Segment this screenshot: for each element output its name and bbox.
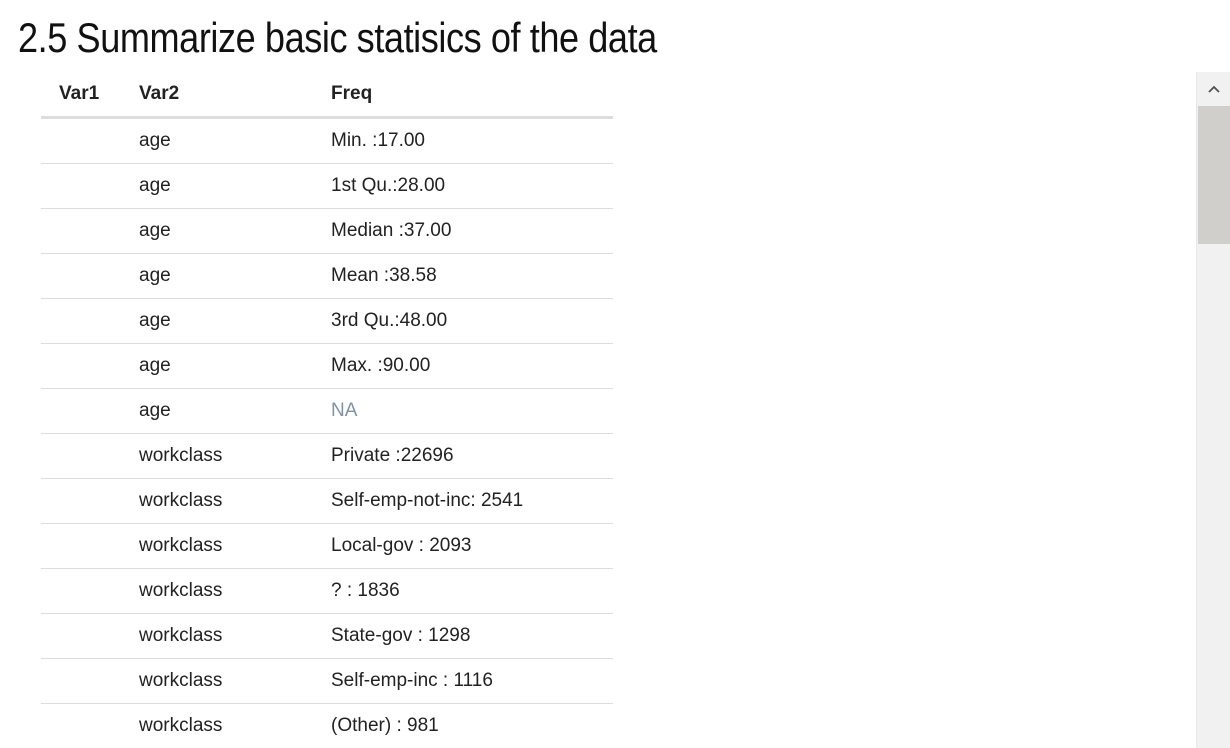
table-body: age Min. :17.00 age 1st Qu.:28.00 age Median … (41, 117, 613, 748)
cell-freq: Private :22696 (331, 433, 613, 479)
cell-var1 (41, 298, 139, 344)
cell-freq: Median :37.00 (331, 208, 613, 254)
cell-var2: workclass (139, 433, 331, 479)
cell-var2: workclass (139, 568, 331, 614)
table-row: age Min. :17.00 (41, 117, 613, 164)
cell-freq-na: NA (331, 388, 613, 434)
page-title: 2.5 Summarize basic statisics of the dat… (18, 14, 657, 61)
cell-var2: age (139, 388, 331, 434)
cell-var1 (41, 703, 139, 748)
cell-var2: workclass (139, 613, 331, 659)
cell-var2: age (139, 208, 331, 254)
cell-var2: workclass (139, 703, 331, 748)
table-row: workclass (Other) : 981 (41, 703, 613, 748)
scroll-thumb[interactable] (1198, 106, 1230, 244)
cell-var1 (41, 253, 139, 299)
cell-freq: Max. :90.00 (331, 343, 613, 389)
table-row: age 1st Qu.:28.00 (41, 163, 613, 209)
cell-var2: age (139, 253, 331, 299)
table-row: workclass Private :22696 (41, 433, 613, 479)
cell-var1 (41, 523, 139, 569)
table-header-row: Var1 Var2 Freq (41, 72, 613, 119)
vertical-scrollbar[interactable] (1196, 72, 1230, 748)
table-row: age NA (41, 388, 613, 434)
cell-freq: ? : 1836 (331, 568, 613, 614)
cell-var2: age (139, 117, 331, 164)
cell-var1 (41, 208, 139, 254)
cell-var1 (41, 343, 139, 389)
cell-var1 (41, 613, 139, 659)
cell-freq: Mean :38.58 (331, 253, 613, 299)
cell-var2: workclass (139, 658, 331, 704)
cell-var1 (41, 163, 139, 209)
table-row: age Max. :90.00 (41, 343, 613, 389)
header-var2[interactable]: Var2 (139, 72, 331, 119)
table-row: age 3rd Qu.:48.00 (41, 298, 613, 344)
cell-var1 (41, 433, 139, 479)
scroll-up-button[interactable] (1197, 72, 1230, 106)
cell-var2: workclass (139, 478, 331, 524)
cell-freq: State-gov : 1298 (331, 613, 613, 659)
chevron-up-icon (1207, 85, 1220, 93)
summary-table: Var1 Var2 Freq age Min. :17.00 age 1st Qu.:… (41, 72, 613, 748)
cell-var1 (41, 658, 139, 704)
cell-freq: 3rd Qu.:48.00 (331, 298, 613, 344)
cell-var2: age (139, 298, 331, 344)
table-row: age Median :37.00 (41, 208, 613, 254)
table-row: workclass Local-gov : 2093 (41, 523, 613, 569)
cell-var1 (41, 388, 139, 434)
cell-var1 (41, 568, 139, 614)
cell-freq: 1st Qu.:28.00 (331, 163, 613, 209)
table-row: workclass State-gov : 1298 (41, 613, 613, 659)
cell-freq: Local-gov : 2093 (331, 523, 613, 569)
cell-freq: Min. :17.00 (331, 117, 613, 164)
table-row: age Mean :38.58 (41, 253, 613, 299)
cell-freq: Self-emp-inc : 1116 (331, 658, 613, 704)
header-freq[interactable]: Freq (331, 72, 613, 119)
cell-var1 (41, 117, 139, 164)
header-var1[interactable]: Var1 (41, 72, 139, 119)
cell-var2: age (139, 343, 331, 389)
cell-var2: workclass (139, 523, 331, 569)
cell-var1 (41, 478, 139, 524)
cell-freq: Self-emp-not-inc: 2541 (331, 478, 613, 524)
cell-freq: (Other) : 981 (331, 703, 613, 748)
table-row: workclass Self-emp-not-inc: 2541 (41, 478, 613, 524)
cell-var2: age (139, 163, 331, 209)
table-row: workclass? : 1836 (41, 568, 613, 614)
summary-table-container: Var1 Var2 Freq age Min. :17.00 age 1st Qu.:… (41, 72, 613, 748)
table-row: workclass Self-emp-inc : 1116 (41, 658, 613, 704)
